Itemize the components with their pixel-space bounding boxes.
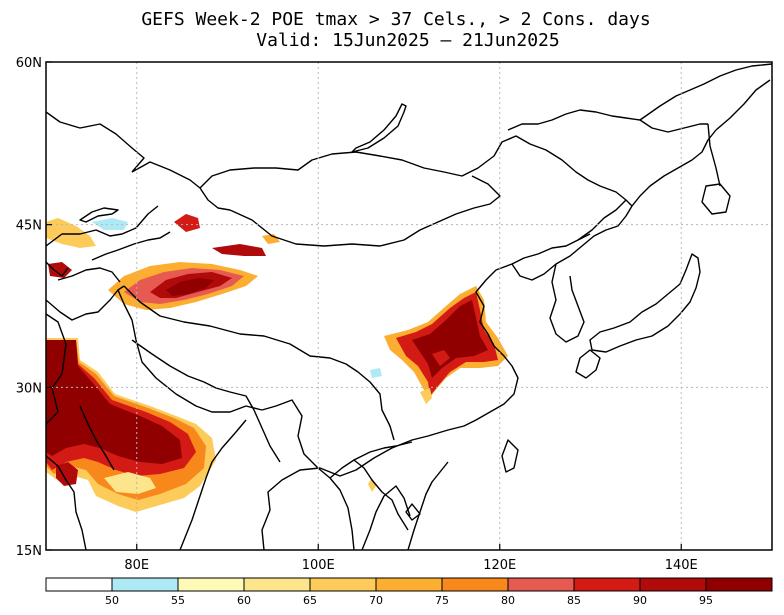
coastline-vietnam [407,461,449,550]
colorbar-label-3: 65 [303,594,317,607]
colorbar-label-6: 80 [501,594,515,607]
coastline-russia-pacific [715,79,771,131]
coastline-caspian-edge [46,261,69,277]
coastline-sakhalin [707,123,721,187]
heat-region-tarim-max [166,278,214,296]
heat-region-central-india-gap [104,472,156,494]
border-kyrgyz [91,231,171,261]
colorbar-swatch-5 [375,577,443,592]
colorbar-swatch-9 [639,577,707,592]
x-tick-label-3: 140E [665,558,698,573]
border-mongolia-south [229,175,501,247]
border-kazakh-north [46,111,145,173]
border-laos [329,459,409,531]
plot-frame [45,61,773,551]
colorbar-swatch-2 [177,577,245,592]
colorbar-label-0: 50 [105,594,119,607]
coastline-japan-honshu [589,253,701,353]
border-tibet [123,285,395,441]
heat-region-ncp-core [412,300,488,378]
chart-subtitle: Valid: 15Jun2025 – 21Jun2025 [256,30,559,51]
y-tick-label-3: 15N [16,544,42,559]
colorbar-label-4: 70 [369,594,383,607]
heat-region-south-asia-max [46,340,182,464]
colorbar-swatch-4 [309,577,377,592]
y-tick-label-1: 45N [16,219,42,234]
coastline-korea [549,263,585,343]
coastline-india-west [46,455,87,550]
x-axis: 80E 100E 120E 140E [124,544,698,573]
colorbar-swatch-8 [573,577,641,592]
colorbar-swatch-6 [441,577,509,592]
colorbar-label-1: 55 [171,594,185,607]
heat-region-kazakh-core [48,262,72,278]
chart-title: GEFS Week-2 POE tmax > 37 Cels., > 2 Con… [141,9,650,30]
colorbar-swatch-7 [507,577,575,592]
colorbar-label-7: 85 [567,594,581,607]
colorbar-label-2: 60 [237,594,251,607]
heat-region-turpan [212,244,266,256]
y-tick-label-2: 30N [16,381,42,396]
border-central-asia [46,205,159,247]
border-tajik [57,267,121,283]
heat-region-ncp-edge [420,388,432,404]
colorbar-swatch-0 [45,577,113,592]
heat-region-dzungaria [174,214,200,232]
border-china-russia-east [577,199,627,241]
x-tick-label-0: 80E [124,558,149,573]
heat-region-gujarat [56,462,78,486]
border-india-south [79,405,115,471]
y-tick-label-0: 60N [16,56,42,71]
heat-region-sichuan-blue [370,368,382,378]
border-kashmir [117,289,263,413]
map-borders [46,63,772,550]
y-axis: 60N 45N 30N 15N [16,56,52,559]
border-myanmar [261,399,355,550]
heat-region-yunnan-edge [368,478,376,492]
x-tick-label-2: 120E [483,558,516,573]
colorbar-label-5: 75 [435,594,449,607]
coastline-thailand-gulf [361,485,411,550]
heat-region-ncp-spot [432,350,450,366]
border-kazakh-china [131,161,231,211]
colorbar-swatch-10 [705,577,773,592]
colorbar-label-8: 90 [633,594,647,607]
border-nepal [131,339,205,383]
map-plot-area [45,61,773,551]
coastline-baikal [351,103,407,153]
coastline-taiwan [501,439,519,473]
border-china-north [199,135,633,207]
coastline-russia-north [639,63,772,121]
coastline-hainan [405,503,421,521]
coastline-south-asia [46,313,67,425]
colorbar-swatch-3 [243,577,311,592]
coastline-japan-kyushu [575,349,601,379]
coastline-balkhash [79,207,119,223]
colorbar-swatch-1 [111,577,179,592]
border-afghan-pak [46,285,125,321]
x-tick-label-1: 100E [302,558,335,573]
border-china-viet [353,441,413,461]
probability-shading [46,214,508,512]
border-russia-ne [507,109,641,131]
coastline-okhotsk [639,119,708,133]
grid-lines [46,62,772,550]
heat-region-kazakh [46,218,96,248]
heat-region-kazakh-blue [92,218,128,230]
colorbar: 50 55 60 65 70 75 80 85 90 95 [45,577,773,607]
border-bhutan-bangla [203,381,281,463]
colorbar-label-9: 95 [699,594,713,607]
coastline-bay-of-bengal [179,419,247,550]
